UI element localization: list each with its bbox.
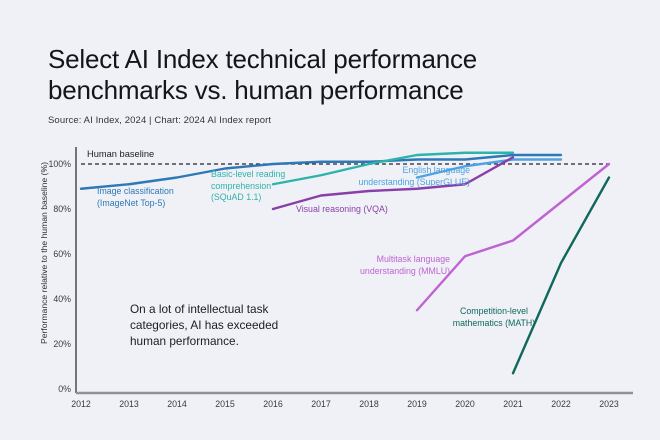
- x-tick-label: 2012: [71, 399, 91, 409]
- x-tick-label: 2015: [215, 399, 235, 409]
- x-tick-label: 2019: [407, 399, 427, 409]
- series-line-squad: [271, 151, 515, 186]
- x-tick-label: 2022: [551, 399, 571, 409]
- y-axis-label: Performance relative to the human baseli…: [39, 162, 49, 344]
- y-tick-label: 0%: [58, 384, 71, 394]
- y-tick-label: 80%: [53, 204, 71, 214]
- page-title: Select AI Index technical performance be…: [48, 44, 478, 105]
- x-tick-label: 2017: [311, 399, 331, 409]
- y-tick-label: 60%: [53, 249, 71, 259]
- y-tick-label: 100%: [49, 159, 72, 169]
- x-tick-label: 2023: [599, 399, 619, 409]
- series-label-superglue: English language understanding (SuperGLU…: [358, 165, 471, 187]
- series-line-vqa: [271, 156, 515, 211]
- x-tick-label: 2013: [119, 399, 139, 409]
- x-tick-label: 2014: [167, 399, 187, 409]
- chart-header: Select AI Index technical performance be…: [48, 44, 608, 126]
- series-label-squad: Basic-level reading comprehension (SQuAD…: [211, 169, 286, 202]
- x-tick-label: 2021: [503, 399, 523, 409]
- series-label-mmlu: Multitask language understanding (MMLU): [360, 254, 450, 276]
- y-tick-label: 20%: [53, 339, 71, 349]
- source-credit: Source: AI Index, 2024 | Chart: 2024 AI …: [48, 115, 272, 127]
- series-line-mmlu: [415, 162, 611, 312]
- series-label-vqa: Visual reasoning (VQA): [296, 204, 388, 214]
- x-tick-label: 2018: [359, 399, 379, 409]
- x-tick-label: 2016: [263, 399, 283, 409]
- chart-annotation: On a lot of intellectual task categories…: [130, 302, 279, 348]
- y-tick-label: 40%: [53, 294, 71, 304]
- series-label-math: Competition-level mathematics (MATH): [452, 306, 536, 328]
- series-line-imagenet: [79, 153, 563, 190]
- series-label-imagenet: Image classification (ImageNet Top-5): [97, 186, 174, 208]
- x-tick-label: 2020: [455, 399, 475, 409]
- series-line-superglue: [415, 158, 563, 179]
- series-line-math: [511, 176, 611, 375]
- human-baseline-label: Human baseline: [87, 149, 155, 159]
